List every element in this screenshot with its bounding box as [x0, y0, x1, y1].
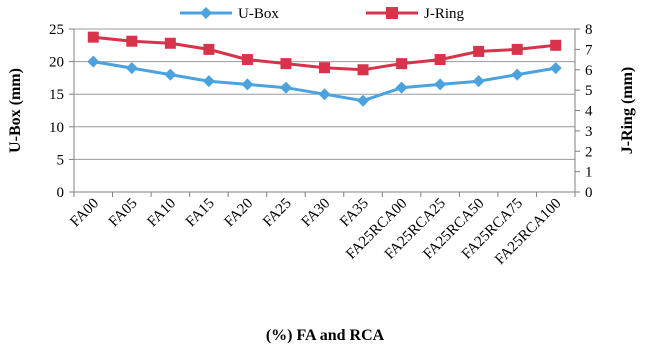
data-point — [279, 81, 292, 94]
data-point — [126, 35, 138, 47]
left-tick-label: 0 — [57, 185, 65, 201]
right-tick-label: 0 — [585, 185, 593, 201]
data-point — [280, 58, 292, 70]
right-tick-label: 1 — [585, 165, 593, 181]
legend-item: J-Ring — [366, 6, 465, 22]
axes — [73, 29, 576, 193]
legend-label: U-Box — [238, 6, 279, 22]
gridlines — [74, 28, 575, 193]
right-axis-ticks: 0 1 2 3 4 5 6 7 8 — [575, 22, 593, 201]
data-point — [511, 43, 523, 55]
data-point — [87, 31, 99, 43]
data-point — [434, 54, 446, 66]
legend-marker — [386, 7, 398, 19]
data-point — [203, 43, 215, 55]
right-tick-label: 3 — [585, 124, 593, 140]
data-point — [87, 55, 100, 68]
x-tick-label: FA25 — [260, 196, 295, 231]
left-tick-label: 15 — [49, 87, 64, 103]
data-point — [395, 81, 408, 94]
series-layer — [87, 31, 562, 107]
data-point — [434, 78, 447, 91]
legend-marker — [200, 7, 212, 19]
data-point — [396, 58, 408, 70]
data-point — [472, 75, 485, 88]
x-tick-label: FA20 — [222, 196, 257, 231]
legend-label: J-Ring — [424, 6, 465, 22]
y2-axis-title: J-Ring (mm) — [619, 67, 636, 155]
data-point — [473, 45, 485, 57]
legend: U-Box J-Ring — [180, 6, 465, 22]
data-point — [241, 78, 254, 91]
data-point — [125, 62, 138, 75]
left-tick-label: 20 — [49, 55, 64, 71]
left-tick-label: 25 — [49, 22, 64, 38]
data-point — [318, 88, 331, 101]
x-tick-label: FA35 — [337, 196, 372, 231]
data-point — [357, 94, 370, 107]
left-tick-label: 10 — [49, 120, 64, 136]
right-tick-label: 8 — [585, 22, 593, 38]
x-axis-title: (%) FA and RCA — [266, 327, 385, 344]
data-point — [164, 37, 176, 49]
left-axis-ticks: 0 5 10 15 20 25 — [49, 22, 74, 201]
data-point — [549, 62, 562, 75]
right-tick-label: 6 — [585, 63, 593, 79]
data-point — [164, 68, 177, 81]
data-point — [241, 54, 253, 66]
data-point — [202, 75, 215, 88]
data-point — [319, 62, 330, 74]
right-tick-label: 4 — [585, 104, 593, 120]
series-u-box — [87, 55, 562, 107]
x-axis-ticks: FA00 FA05 FA10 FA15 FA20 FA25 FA30 FA35FA25RCA0… — [67, 192, 576, 268]
x-tick-label: FA00 — [67, 196, 102, 231]
x-tick-label: FA10 — [144, 196, 179, 231]
data-point — [550, 39, 562, 51]
y-axis-title: U-Box (mm) — [7, 68, 24, 153]
data-point — [357, 64, 369, 76]
data-point — [511, 68, 524, 81]
right-tick-label: 2 — [585, 144, 593, 160]
x-tick-label: FA05 — [106, 196, 141, 231]
left-tick-label: 5 — [57, 152, 65, 168]
legend-item: U-Box — [180, 6, 279, 22]
right-tick-label: 7 — [585, 42, 593, 58]
x-tick-label: FA15 — [183, 196, 218, 231]
x-tick-label: FA30 — [299, 196, 334, 231]
right-tick-label: 5 — [585, 83, 593, 99]
series-j-ring — [87, 31, 562, 76]
